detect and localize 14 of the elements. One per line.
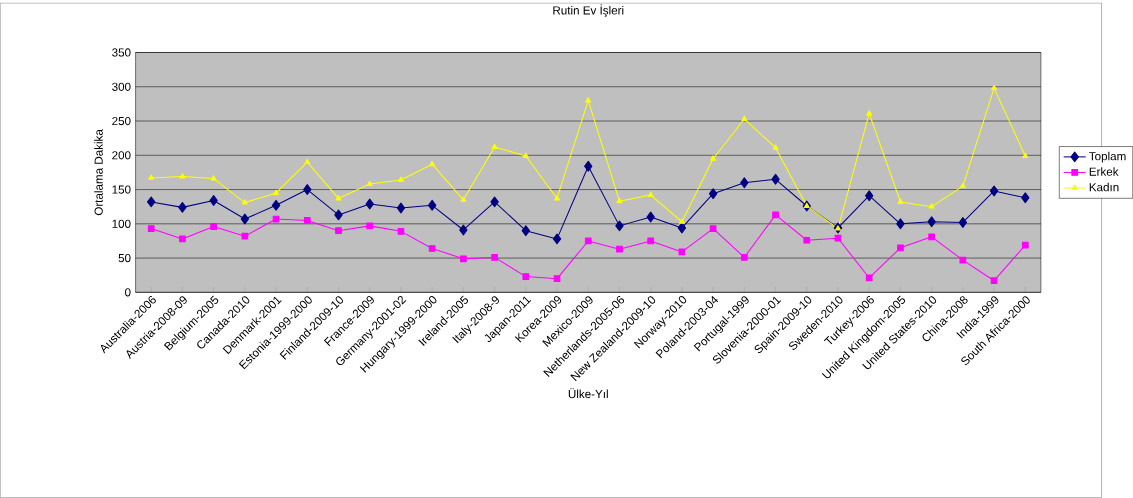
y-tick-label: 250 — [112, 116, 131, 126]
y-tick-label: 350 — [112, 48, 131, 57]
y-tick-label: 200 — [112, 151, 131, 160]
x-axis-title: Ülke-Yıl — [568, 388, 608, 399]
y-tick-label: 150 — [112, 185, 131, 194]
chart-title: Rutin Ev İşleri — [553, 4, 624, 17]
y-tick-label: 0 — [125, 288, 131, 297]
y-axis-title: Ortalama Dakika — [94, 129, 103, 216]
y-tick-label: 300 — [112, 82, 131, 91]
y-tick-label: 100 — [112, 219, 131, 228]
legend-label: Erkek — [1089, 167, 1119, 176]
legend-label: Toplam — [1089, 151, 1126, 163]
y-tick-label: 50 — [118, 254, 131, 263]
legend-label: Kadın — [1089, 182, 1119, 192]
